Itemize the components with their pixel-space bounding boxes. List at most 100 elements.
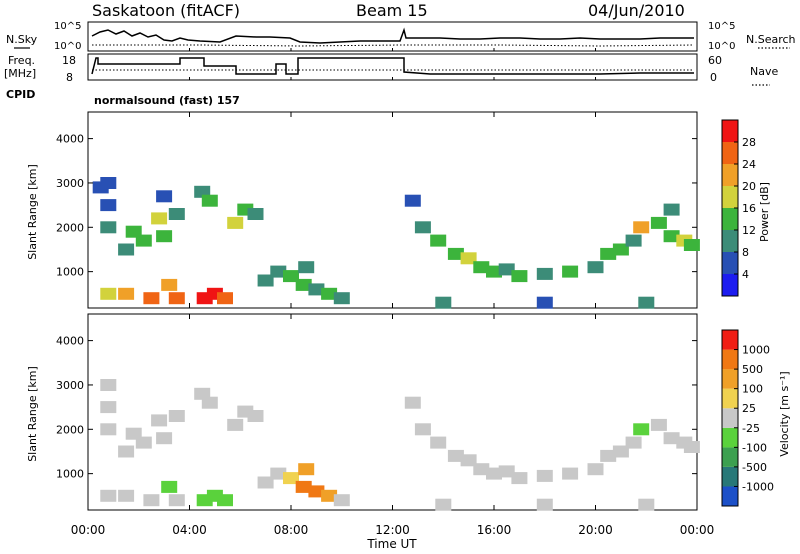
power-cell <box>168 208 185 220</box>
velocity-cell <box>536 498 553 511</box>
power-colorbar-label: 16 <box>742 202 756 215</box>
power-cell <box>270 265 287 278</box>
power-colorbar-segment <box>722 252 738 274</box>
power-cell <box>295 278 312 291</box>
velocity-cell <box>247 410 264 422</box>
velocity-cell <box>460 454 477 467</box>
power-cell <box>430 234 447 247</box>
power-cell <box>283 270 299 283</box>
row1-right-tick-low: 10^0 <box>708 41 735 52</box>
velocity-colorbar-segment <box>722 369 738 389</box>
velocity-cell <box>600 449 617 462</box>
velocity-cell <box>161 480 178 493</box>
velocity-cell <box>201 396 218 409</box>
date-title: 04/Jun/2010 <box>588 1 685 20</box>
power-cell <box>498 263 515 276</box>
velocity-colorbar-segment <box>722 408 738 428</box>
power-cell <box>308 283 325 296</box>
nsearch-trace <box>92 44 695 47</box>
velocity-cell <box>100 401 117 414</box>
velocity-cell <box>283 472 299 485</box>
power-cell <box>333 292 350 305</box>
power-cell <box>321 287 338 300</box>
velocity-colorbar-label: 25 <box>742 402 756 415</box>
velocity-ylabel: Slant Range [km] <box>26 366 39 462</box>
power-cell <box>536 267 553 280</box>
velocity-cell <box>638 498 655 511</box>
power-yticks: 1000 2000 3000 4000 <box>56 133 697 279</box>
velocity-cell <box>321 489 338 502</box>
row2-right-tick-low: 0 <box>710 71 717 84</box>
velocity-colorbar-frame <box>721 329 739 507</box>
velocity-cell <box>143 494 160 507</box>
power-ytick-label: 4000 <box>56 133 84 146</box>
power-ytick-label: 2000 <box>56 221 84 234</box>
row1-left-tick-low: 10^0 <box>54 41 81 52</box>
velocity-panel-frame <box>87 313 698 511</box>
velocity-cell <box>227 418 244 431</box>
power-colorbar-segment <box>722 230 738 252</box>
row1-left-tick-high: 10^5 <box>54 21 81 32</box>
velocity-cell <box>217 494 233 507</box>
velocity-cell <box>100 379 117 391</box>
nsky-panel <box>87 21 698 52</box>
velocity-cell <box>612 445 629 458</box>
power-cells <box>92 177 700 309</box>
power-cell <box>683 239 700 251</box>
power-cell <box>486 265 502 278</box>
velocity-colorbar: 1000 500 100 25 -25 -100 -500 -1000 <box>721 329 774 507</box>
velocity-cell <box>663 432 680 445</box>
row1-right-tick-high: 10^5 <box>708 21 735 32</box>
power-colorbar: 4 8 12 16 20 24 28 <box>721 119 756 297</box>
nave-label: Nave <box>750 65 778 78</box>
beam-title: Beam 15 <box>356 1 428 20</box>
velocity-colorbar-title: Velocity [m s⁻¹] <box>778 371 791 456</box>
power-cell <box>625 234 642 247</box>
power-cell <box>587 261 604 274</box>
x-axis-title: Time UT <box>366 537 417 551</box>
velocity-cell <box>135 436 152 449</box>
power-cell <box>536 296 553 309</box>
power-ylabel: Slant Range [km] <box>26 164 39 260</box>
velocity-colorbar-label: 1000 <box>742 344 770 357</box>
freq-trace <box>91 57 694 75</box>
row2-right-tick-high: 60 <box>708 54 722 67</box>
x-tick-label: 00:00 <box>71 523 106 537</box>
velocity-cell <box>118 489 135 502</box>
velocity-colorbar-segment <box>722 486 738 506</box>
power-cell <box>414 221 431 234</box>
power-cell <box>612 243 629 256</box>
power-cell <box>663 203 680 216</box>
velocity-cell <box>633 423 650 436</box>
x-axis-ticks: 00:00 04:00 08:00 12:00 16:00 20:00 00:00 <box>71 48 714 537</box>
velocity-colorbar-segment <box>722 388 738 409</box>
velocity-cells <box>100 379 700 511</box>
cpid-label: CPID <box>6 88 35 101</box>
power-colorbar-label: 12 <box>742 224 756 237</box>
velocity-colorbar-label: -100 <box>742 441 767 454</box>
velocity-cell <box>404 396 421 409</box>
velocity-colorbar-label: 500 <box>742 363 763 376</box>
power-cell <box>143 292 160 305</box>
velocity-ytick-label: 1000 <box>56 468 84 481</box>
power-colorbar-label: 8 <box>742 246 749 259</box>
power-colorbar-label: 24 <box>742 158 756 171</box>
power-cell <box>633 221 650 234</box>
power-colorbar-label: 28 <box>742 136 756 149</box>
power-colorbar-segment <box>722 164 738 186</box>
velocity-cell <box>295 480 312 493</box>
velocity-colorbar-label: 100 <box>742 383 763 396</box>
power-cell <box>247 208 264 220</box>
power-colorbar-segment <box>722 186 738 208</box>
nsky-trace <box>91 27 694 44</box>
velocity-cell <box>486 467 502 480</box>
velocity-cell <box>168 410 185 422</box>
velocity-ytick-label: 4000 <box>56 335 84 348</box>
velocity-ytick-label: 2000 <box>56 423 84 436</box>
power-cell <box>161 278 178 291</box>
power-cell <box>511 270 528 283</box>
velocity-cell <box>270 467 287 480</box>
velocity-cell <box>430 436 447 449</box>
